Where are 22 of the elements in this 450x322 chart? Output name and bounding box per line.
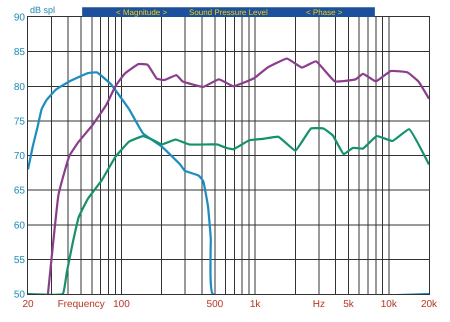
y-tick-label: 75 — [14, 116, 26, 128]
x-tick-label: 10k — [380, 299, 398, 310]
x-tick-label: 1k — [250, 299, 262, 310]
y-tick-label: 55 — [14, 254, 26, 266]
y-tick-label: 65 — [14, 186, 26, 197]
x-tick-label: Hz — [312, 299, 325, 310]
y-tick-label: 80 — [14, 82, 26, 93]
chart-title: Sound Pressure Level — [189, 8, 268, 17]
x-tick-label: 20 — [22, 299, 34, 310]
y-tick-label: 85 — [14, 47, 26, 58]
x-tick-label: Frequency — [58, 299, 105, 310]
y-axis-title: dB spl — [30, 5, 56, 15]
x-tick-label: 100 — [113, 299, 130, 310]
x-tick-label: 5k — [343, 299, 355, 310]
annotation: < Phase > — [306, 8, 343, 17]
y-tick-label: 60 — [14, 220, 26, 232]
y-tick-label: 70 — [14, 151, 26, 162]
annotation: < Magnitude > — [116, 8, 168, 17]
y-tick-label: 90 — [14, 12, 26, 24]
x-tick-label: 20k — [420, 299, 438, 310]
y-tick-label: 50 — [14, 290, 26, 300]
x-tick-label: 500 — [206, 299, 224, 310]
